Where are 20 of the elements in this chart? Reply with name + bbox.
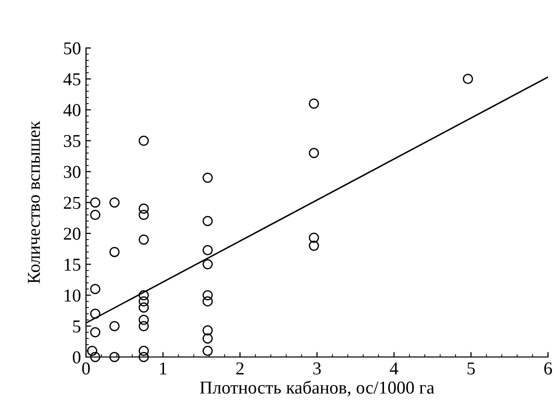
y-tick-label: 30 xyxy=(64,166,80,178)
y-tick-label: 40 xyxy=(63,104,80,116)
y-tick-label: 50 xyxy=(64,42,80,54)
x-tick-label: 1 xyxy=(160,362,166,374)
y-tick-label: 5 xyxy=(73,320,80,333)
y-tick-label: 45 xyxy=(63,73,80,86)
x-tick-label: 0 xyxy=(82,362,90,375)
y-tick-label: 35 xyxy=(64,135,80,148)
x-tick-label: 4 xyxy=(390,362,398,374)
x-tick-label: 6 xyxy=(544,362,552,375)
y-tick-label: 25 xyxy=(64,196,80,209)
y-tick-label: 10 xyxy=(64,289,80,302)
y-tick-label: 20 xyxy=(64,228,80,240)
x-tick-label: 2 xyxy=(236,362,244,374)
x-tick-label: 5 xyxy=(468,362,475,375)
x-axis-title: Плотность кабанов, ос/1000 га xyxy=(200,380,434,396)
x-tick-label: 3 xyxy=(313,362,321,375)
y-tick-label: 15 xyxy=(64,258,80,271)
y-tick-label: 0 xyxy=(72,351,80,364)
y-axis-title: Количество вспышек xyxy=(28,121,40,284)
